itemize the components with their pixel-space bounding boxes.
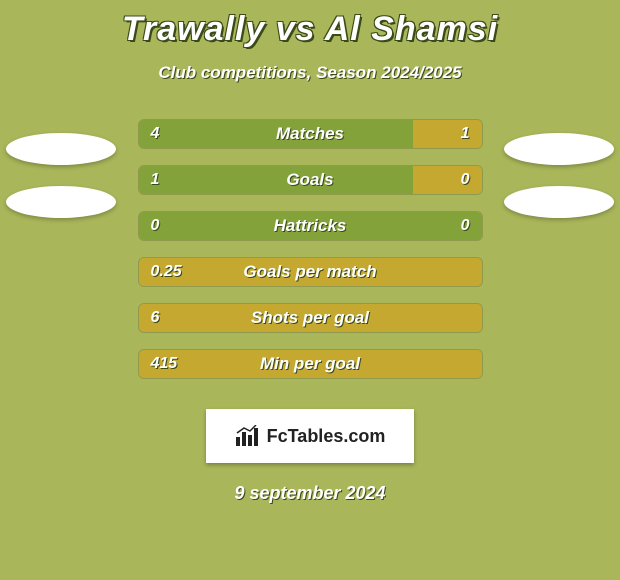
bar-segment-left [139, 166, 413, 194]
stat-row: 6Shots per goal [0, 295, 620, 341]
stat-bar: 415Min per goal [138, 349, 483, 379]
stat-bar: 00Hattricks [138, 211, 483, 241]
brand-logo: FcTables.com [206, 409, 414, 463]
stat-row: 41Matches [0, 111, 620, 157]
bar-segment-left [139, 304, 482, 332]
bar-segment-right [413, 166, 482, 194]
comparison-chart: 41Matches10Goals00Hattricks0.25Goals per… [0, 111, 620, 387]
subtitle: Club competitions, Season 2024/2025 [0, 63, 620, 83]
value-left: 1 [151, 166, 160, 194]
chart-icon [235, 425, 261, 447]
date-label: 9 september 2024 [0, 483, 620, 504]
value-right: 0 [461, 166, 470, 194]
brand-text: FcTables.com [267, 426, 386, 447]
stat-bar: 6Shots per goal [138, 303, 483, 333]
bar-segment-left [139, 212, 482, 240]
value-right: 1 [461, 120, 470, 148]
value-left: 0.25 [151, 258, 182, 286]
stat-row: 00Hattricks [0, 203, 620, 249]
bar-segment-left [139, 258, 482, 286]
value-left: 415 [151, 350, 178, 378]
stat-row: 10Goals [0, 157, 620, 203]
value-left: 4 [151, 120, 160, 148]
value-right: 0 [461, 212, 470, 240]
stat-bar: 0.25Goals per match [138, 257, 483, 287]
stat-bar: 10Goals [138, 165, 483, 195]
value-left: 0 [151, 212, 160, 240]
bar-segment-right [413, 120, 482, 148]
bar-segment-left [139, 120, 413, 148]
stat-row: 415Min per goal [0, 341, 620, 387]
page-title: Trawally vs Al Shamsi [0, 0, 620, 49]
stat-row: 0.25Goals per match [0, 249, 620, 295]
bar-segment-left [139, 350, 482, 378]
stat-bar: 41Matches [138, 119, 483, 149]
value-left: 6 [151, 304, 160, 332]
